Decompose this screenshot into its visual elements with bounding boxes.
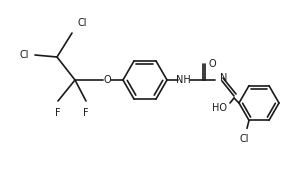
Text: O: O — [103, 75, 111, 85]
Text: F: F — [83, 108, 89, 118]
Text: HO: HO — [213, 103, 227, 113]
Text: Cl: Cl — [77, 18, 86, 28]
Text: N: N — [220, 73, 227, 83]
Text: Cl: Cl — [239, 134, 249, 144]
Text: O: O — [209, 59, 217, 69]
Text: NH: NH — [176, 75, 190, 85]
Text: Cl: Cl — [20, 50, 29, 60]
Text: F: F — [55, 108, 61, 118]
